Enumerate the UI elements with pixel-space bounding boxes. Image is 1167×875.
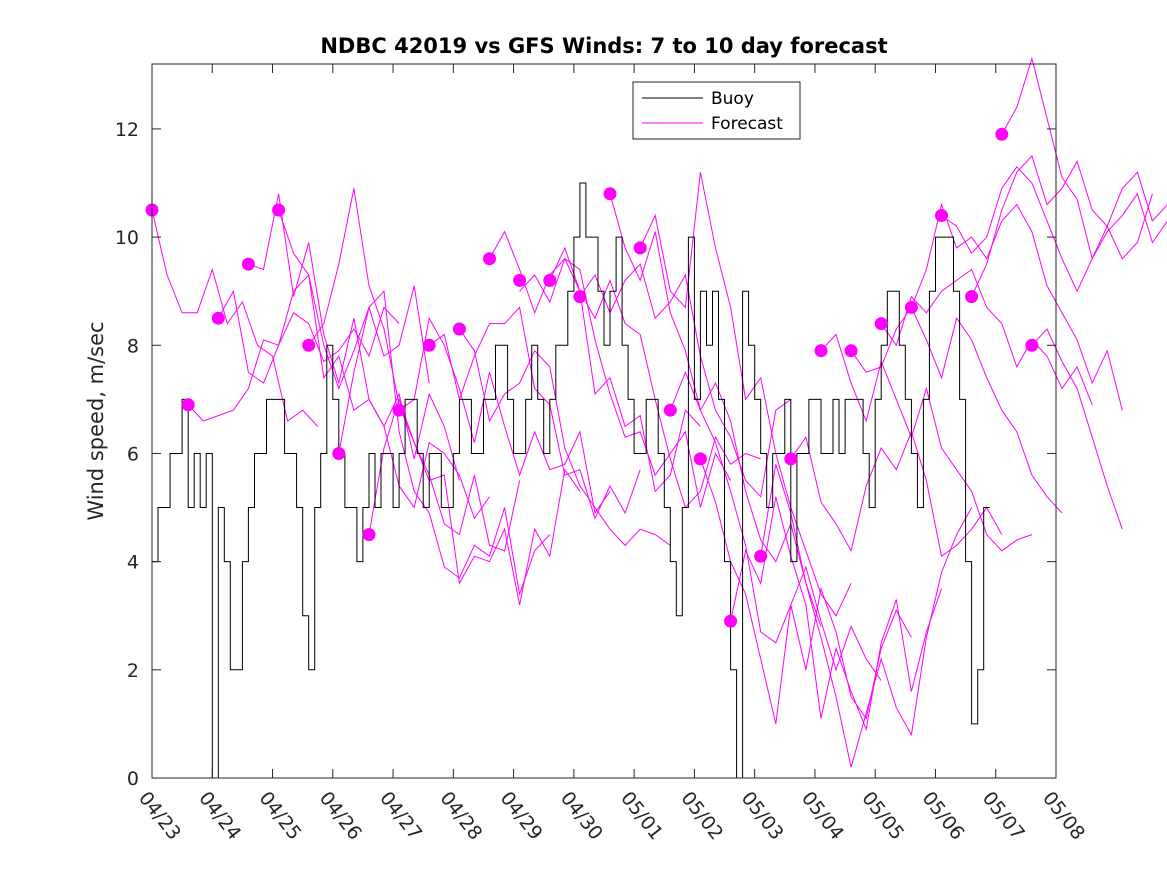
forecast-marker — [904, 300, 918, 314]
forecast-run-line — [910, 202, 1123, 411]
y-tick-label: 4 — [127, 552, 139, 574]
forecast-marker — [663, 403, 677, 417]
forecast-marker — [392, 403, 406, 417]
y-axis: 0 2 4 6 8 10 12 — [115, 119, 1056, 790]
forecast-run-line — [217, 273, 430, 390]
forecast-marker — [844, 344, 858, 358]
forecast-marker — [603, 187, 617, 201]
chart-title: NDBC 42019 vs GFS Winds: 7 to 10 day for… — [320, 34, 887, 58]
y-tick-label: 0 — [127, 768, 139, 790]
forecast-run-line — [151, 209, 319, 427]
plot-area — [145, 56, 1167, 779]
forecast-marker — [422, 338, 436, 352]
forecast-run-line — [458, 328, 671, 547]
y-tick-label: 8 — [127, 335, 139, 357]
y-tick-label: 2 — [127, 660, 139, 682]
forecast-run-line — [248, 193, 460, 481]
x-tick-label: 05/03 — [737, 788, 788, 845]
forecast-marker — [241, 257, 255, 271]
x-tick-label: 05/01 — [616, 788, 667, 845]
x-tick-label: 05/05 — [857, 788, 908, 845]
forecast-marker — [211, 311, 225, 325]
forecast-marker — [724, 614, 738, 628]
x-tick-label: 05/08 — [1038, 788, 1089, 845]
forecast-run-line — [579, 263, 792, 498]
forecast-marker — [543, 273, 557, 287]
x-tick-label: 05/02 — [676, 788, 727, 845]
forecast-marker — [272, 203, 286, 217]
y-axis-label: Wind speed, m/sec — [84, 321, 108, 520]
forecast-marker — [754, 549, 768, 563]
forecast-marker — [302, 338, 316, 352]
x-tick-label: 04/25 — [255, 788, 306, 845]
forecast-run-line — [549, 246, 761, 509]
forecast-marker — [573, 290, 587, 304]
y-tick-label: 10 — [115, 227, 139, 249]
forecast-marker — [633, 241, 647, 255]
forecast-run-line — [971, 155, 1167, 297]
forecast-marker — [784, 452, 798, 466]
x-tick-label: 04/27 — [375, 788, 426, 845]
forecast-marker — [181, 398, 195, 412]
forecast-marker — [452, 322, 466, 336]
forecast-marker — [1025, 338, 1039, 352]
y-tick-label: 6 — [127, 443, 139, 465]
forecast-run-line — [1001, 56, 1167, 261]
buoy-series-line — [152, 182, 990, 779]
legend-buoy-label: Buoy — [711, 89, 754, 109]
forecast-run-line — [187, 306, 400, 422]
legend-box — [632, 81, 801, 140]
forecast-run-line — [941, 166, 1153, 293]
x-tick-label: 04/24 — [194, 788, 245, 845]
forecast-run-line — [519, 257, 732, 508]
x-tick-label: 04/28 — [435, 788, 486, 845]
forecast-marker — [874, 317, 888, 331]
forecast-run-line — [338, 290, 551, 597]
forecast-run-line — [1031, 328, 1123, 530]
legend: Buoy Forecast — [632, 81, 801, 140]
forecast-marker — [814, 344, 828, 358]
forecast-run-line — [790, 430, 1003, 558]
forecast-marker — [513, 273, 527, 287]
forecast-run-line — [850, 306, 1063, 514]
x-tick-label: 04/29 — [496, 788, 547, 845]
forecast-run-line — [880, 268, 1093, 405]
forecast-run-line — [730, 496, 942, 732]
forecast-run-line — [398, 316, 611, 515]
forecast-marker — [965, 290, 979, 304]
forecast-marker — [362, 528, 376, 542]
x-tick-label: 05/04 — [797, 788, 848, 845]
forecast-marker — [332, 447, 346, 460]
x-tick-label: 04/30 — [556, 788, 607, 845]
x-tick-label: 05/06 — [918, 788, 969, 845]
forecast-run-line — [699, 458, 912, 725]
legend-forecast-label: Forecast — [711, 114, 783, 134]
forecast-run-line — [308, 188, 521, 552]
forecast-run-line — [669, 370, 882, 681]
forecast-run-line — [428, 306, 641, 520]
axes-box — [151, 63, 1057, 779]
forecast-run-line — [760, 464, 973, 768]
forecast-marker — [995, 127, 1009, 141]
forecast-marker — [935, 209, 948, 222]
forecast-run-line — [639, 172, 852, 617]
x-tick-label: 04/26 — [315, 788, 366, 845]
forecast-run-line — [820, 333, 1033, 552]
y-tick-label: 12 — [115, 119, 139, 141]
x-tick-label: 04/23 — [134, 788, 185, 845]
forecast-marker — [483, 252, 496, 266]
forecast-run-line — [278, 209, 490, 520]
x-tick-label: 05/07 — [978, 788, 1029, 845]
forecast-run-line — [368, 397, 581, 605]
forecast-marker — [693, 452, 707, 466]
